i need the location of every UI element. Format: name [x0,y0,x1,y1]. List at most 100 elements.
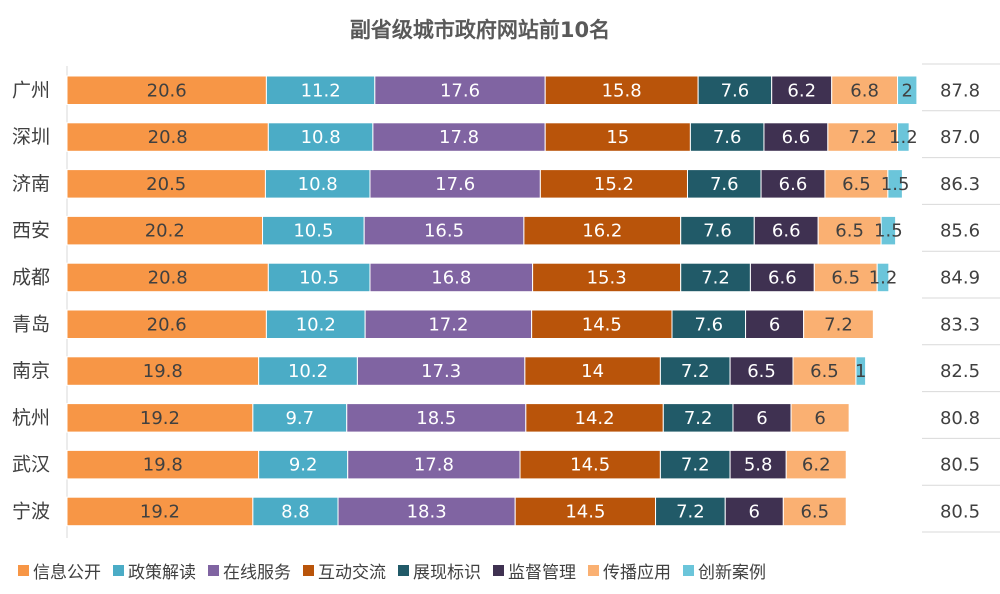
bar-segment [732,403,792,433]
bar-segment [887,169,903,199]
data-label: 20.8 [148,267,188,288]
bar-segment [66,403,254,433]
data-label: 10.2 [288,361,328,382]
legend-swatch [303,564,314,576]
data-label: 14.5 [582,314,622,335]
chart-title: 副省级城市政府网站前10名 [349,18,611,42]
data-label: 11.2 [301,80,341,101]
data-label: 10.5 [299,267,339,288]
data-label: 6 [814,408,825,429]
data-label: 6.5 [747,361,776,382]
data-label: 7.6 [713,127,742,148]
data-label: 17.3 [421,361,461,382]
total-label: 80.5 [940,501,980,522]
bar-segment [363,215,525,246]
data-label: 7.6 [703,221,732,242]
bar-segment [689,122,765,152]
legend-label: 政策解读 [128,562,196,583]
total-label: 86.3 [940,174,980,195]
bar-segment [337,496,516,527]
bar-segment [790,403,850,433]
bar-segment [671,309,747,339]
data-label: 15.2 [594,174,634,195]
bar-segment [258,356,358,386]
data-label: 20.2 [145,221,185,242]
bar-segment [369,169,541,199]
total-label: 83.3 [940,314,980,335]
bar-segment [66,356,260,386]
total-label: 80.8 [940,408,980,429]
data-label: 6.5 [835,221,864,242]
category-label: 南京 [12,360,50,382]
legend-swatch [113,564,124,576]
category-label: 杭州 [12,407,50,429]
bar-segment [66,309,267,339]
data-label: 19.2 [140,408,180,429]
bar-segment [782,496,847,527]
bar-segment [372,122,546,152]
bar-segment [803,309,874,339]
bar-segment [729,449,787,480]
total-label: 85.6 [940,221,980,242]
category-label: 济南 [12,173,50,195]
legend-label: 监督管理 [508,562,576,583]
data-label: 1.2 [869,267,898,288]
data-label: 17.6 [440,80,480,101]
total-label: 82.5 [940,361,980,382]
bar-segment [749,262,815,293]
data-label: 18.3 [407,501,447,522]
bar-segment [514,496,657,527]
data-label: 17.2 [428,314,468,335]
bar-segment [880,215,897,246]
bar-segment [771,75,833,105]
bar-segment [897,75,918,105]
data-label: 7.6 [710,174,739,195]
bar-segment [831,75,899,105]
bar-segment [753,215,819,246]
bar-segment [662,403,734,433]
category-label: 深圳 [12,126,50,148]
data-label: 6 [769,314,780,335]
bar-segment [544,75,699,105]
bar-segment [785,449,847,480]
legend-label: 展现标识 [413,562,481,583]
bar-segment [729,356,794,386]
data-label: 2 [901,80,912,101]
legend-item: 政策解读 [113,558,196,583]
data-label: 7.2 [701,267,730,288]
bar-segment [525,403,664,433]
data-label: 15 [606,127,629,148]
data-label: 6.6 [772,221,801,242]
data-label: 7.2 [676,501,705,522]
legend-swatch [493,564,504,576]
data-label: 17.6 [435,174,475,195]
data-label: 1 [855,361,866,382]
bar-segment [66,215,264,246]
bar-segment [792,356,857,386]
bar-segment [519,449,661,480]
data-label: 6.5 [831,267,860,288]
data-label: 14.2 [575,408,615,429]
bar-segment [876,262,890,293]
data-label: 9.7 [285,408,314,429]
data-label: 6.6 [768,267,797,288]
data-label: 10.8 [301,127,341,148]
bar-segment [760,169,826,199]
legend-label: 信息公开 [33,562,101,583]
bar-segment [252,403,348,433]
data-label: 6.2 [802,455,831,476]
data-label: 5.8 [744,455,773,476]
legend-item: 信息公开 [18,558,101,583]
data-label: 16.8 [431,267,471,288]
category-label: 广州 [12,79,50,101]
bar-segment [258,449,349,480]
data-label: 15.3 [587,267,627,288]
data-label: 19.8 [143,361,183,382]
bar-segment [66,122,269,152]
bar-segment [347,449,521,480]
data-label: 7.2 [848,127,877,148]
total-label: 87.0 [940,127,980,148]
legend-item: 在线服务 [208,558,291,583]
category-label: 宁波 [12,500,50,522]
data-label: 14.5 [570,455,610,476]
